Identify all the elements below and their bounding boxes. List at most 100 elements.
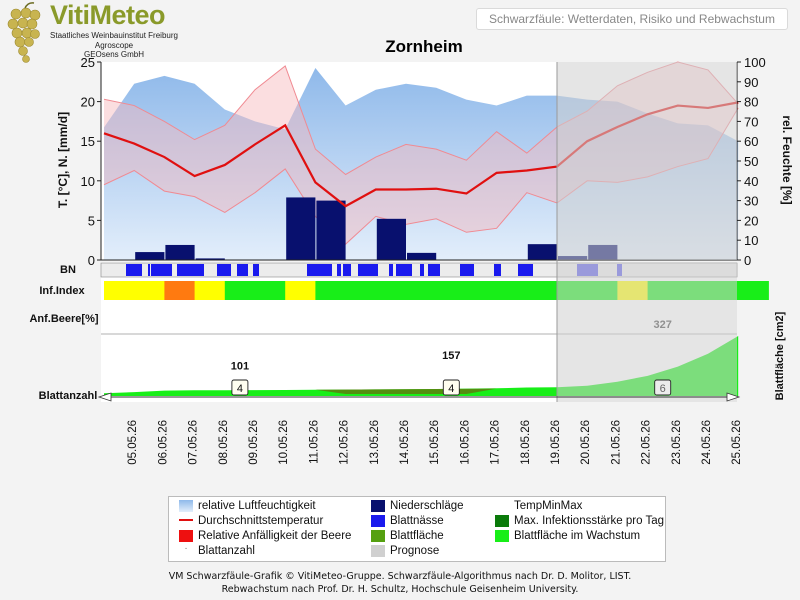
leaf-count-marker-15.05.26 xyxy=(442,379,460,396)
bn-wet-block xyxy=(148,264,150,276)
right-tick-label: 60 xyxy=(744,134,758,149)
inf-index-cell-07.05.26 xyxy=(194,281,226,300)
inf-index-cell-06.05.26 xyxy=(164,281,196,300)
bn-wet-block xyxy=(126,264,142,276)
black-rot-chart: 0 5 10 15 20 25 0 10 20 30 40 50 60 70 80 90 100 Zornheim… xyxy=(29,37,794,465)
inf-index-cell-11.05.26 xyxy=(315,281,347,300)
legend-swatch xyxy=(495,515,509,527)
legend-item: Niederschläge xyxy=(371,500,464,512)
bn-row-label: BN xyxy=(60,264,76,276)
legend-swatch xyxy=(371,500,385,512)
forecast-overlay-bottom xyxy=(557,262,737,402)
precip-bar-06.05.26 xyxy=(165,244,195,260)
right-tick-label: 30 xyxy=(744,194,758,209)
logo-subtitle-1: Staatliches Weinbauinstitut Freiburg xyxy=(50,31,178,40)
right-tick-label: 20 xyxy=(744,213,758,228)
chart-title: Zornheim xyxy=(385,37,462,56)
right-axis-label: rel. Feuchte [%] xyxy=(780,115,794,204)
temp-minmax-band xyxy=(104,62,739,245)
legend-label: Blattfläche im Wachstum xyxy=(514,530,641,543)
date-tick-label-22.05.26: 22.05.26 xyxy=(641,420,653,465)
date-tick-label-09.05.26: 09.05.26 xyxy=(248,420,260,465)
logo-subtitle-3: GEOsens GmbH xyxy=(83,50,144,59)
precip-bar-05.05.26 xyxy=(135,252,165,260)
legend-label: Blattanzahl xyxy=(198,545,255,558)
left-tick-label: 20 xyxy=(81,95,95,110)
legend-swatch xyxy=(371,515,385,527)
inf-index-cell-18.05.26 xyxy=(526,281,558,300)
bn-wet-block xyxy=(253,264,259,276)
logo-subtitle-2: Agroscope xyxy=(94,41,134,50)
legend-swatch: · xyxy=(184,543,188,554)
legend-item: relative Luftfeuchtigkeit xyxy=(179,500,316,512)
date-tick-label-15.05.26: 15.05.26 xyxy=(429,420,441,465)
date-tick-label-20.05.26: 20.05.26 xyxy=(580,420,592,465)
inf-index-cell-14.05.26 xyxy=(406,281,437,300)
precip-bar-18.05.26 xyxy=(527,244,557,260)
bn-wet-block xyxy=(177,264,204,276)
date-tick-label-25.05.26: 25.05.26 xyxy=(731,420,743,465)
legend-label: Niederschläge xyxy=(390,500,464,513)
bn-wet-block xyxy=(494,264,501,276)
legend-label: Durchschnittstemperatur xyxy=(198,515,324,527)
bn-wet-block xyxy=(307,264,332,276)
left-tick-label: 25 xyxy=(81,55,95,70)
date-tick-label-08.05.26: 08.05.26 xyxy=(218,420,230,465)
bn-wet-block xyxy=(518,264,533,276)
legend-label: Max. Infektionsstärke pro Tag xyxy=(514,515,664,528)
brand-name: VitiMeteo xyxy=(50,0,166,30)
footer-line-1: VM Schwarzfäule-Grafik © VitiMeteo-Grupp… xyxy=(168,571,632,582)
legend-item: Relative Anfälligkeit der Beere xyxy=(179,530,351,542)
date-tick-label-10.05.26: 10.05.26 xyxy=(278,420,290,465)
legend-swatch xyxy=(371,530,385,542)
anf-row-label: Anf.Beere[%] xyxy=(29,313,98,325)
left-tick-label: 5 xyxy=(88,213,95,228)
date-tick-label-07.05.26: 07.05.26 xyxy=(188,420,200,465)
legend-item: Max. Infektionsstärke pro Tag xyxy=(495,515,664,527)
bn-wet-block xyxy=(337,264,341,276)
left-tick-label: 0 xyxy=(88,253,95,268)
inf-row-label: Inf.Index xyxy=(39,285,85,297)
vitimeteo-logo: VitiMeteo Staatliches Weinbauinstitut Fr… xyxy=(4,0,194,64)
inf-index-cell-25.05.26 xyxy=(738,281,769,300)
legend-swatch xyxy=(371,545,385,557)
right-tick-label: 90 xyxy=(744,75,758,90)
blatt-row-label: Blattanzahl xyxy=(39,390,98,402)
bn-wet-block xyxy=(389,264,393,276)
precip-bar-13.05.26 xyxy=(376,218,406,260)
legend-label: Prognose xyxy=(390,545,440,558)
footer-line-2: Rebwachstum nach Prof. Dr. H. Schultz, H… xyxy=(221,584,579,595)
right-tick-label: 40 xyxy=(744,174,758,189)
precip-bar-07.05.26 xyxy=(195,258,225,260)
precip-bar-14.05.26 xyxy=(407,252,437,260)
legend-swatch xyxy=(495,500,509,512)
legend-label: TempMinMax xyxy=(514,500,583,513)
time-axis-right-arrow xyxy=(726,392,741,402)
bn-wet-block xyxy=(237,264,248,276)
legend-label: relative Luftfeuchtigkeit xyxy=(198,500,316,513)
footer: VM Schwarzfäule-Grafik © VitiMeteo-Grupp… xyxy=(0,570,800,596)
right-tick-label: 80 xyxy=(744,95,758,110)
legend-item: Blattnässe xyxy=(371,515,444,527)
inf-index-cell-08.05.26 xyxy=(224,281,256,300)
bn-wet-block xyxy=(428,264,440,276)
legend-swatch xyxy=(179,500,193,512)
date-tick-label-05.05.26: 05.05.26 xyxy=(127,420,139,465)
bn-wet-block xyxy=(358,264,378,276)
right-tick-label: 10 xyxy=(744,233,758,248)
legend-item: Prognose xyxy=(371,545,439,557)
inf-index-cell-05.05.26 xyxy=(134,281,165,300)
right-tick-label: 100 xyxy=(744,55,766,70)
inf-index-cell-04.05.26 xyxy=(104,281,135,300)
legend-label: Blattfläche xyxy=(390,530,444,543)
date-tick-label-19.05.26: 19.05.26 xyxy=(550,420,562,465)
right-tick-label: 70 xyxy=(744,114,758,129)
chart-legend: relative Luftfeuchtigkeit Niederschläge Te… xyxy=(168,496,666,562)
precip-bar-10.05.26 xyxy=(286,197,316,260)
left-tick-label: 15 xyxy=(81,134,95,149)
bn-wet-block xyxy=(460,264,474,276)
inf-index-cell-17.05.26 xyxy=(496,281,528,300)
time-axis-left-arrow xyxy=(97,392,112,402)
bn-wet-block xyxy=(217,264,231,276)
date-tick-label-11.05.26: 11.05.26 xyxy=(308,420,320,464)
